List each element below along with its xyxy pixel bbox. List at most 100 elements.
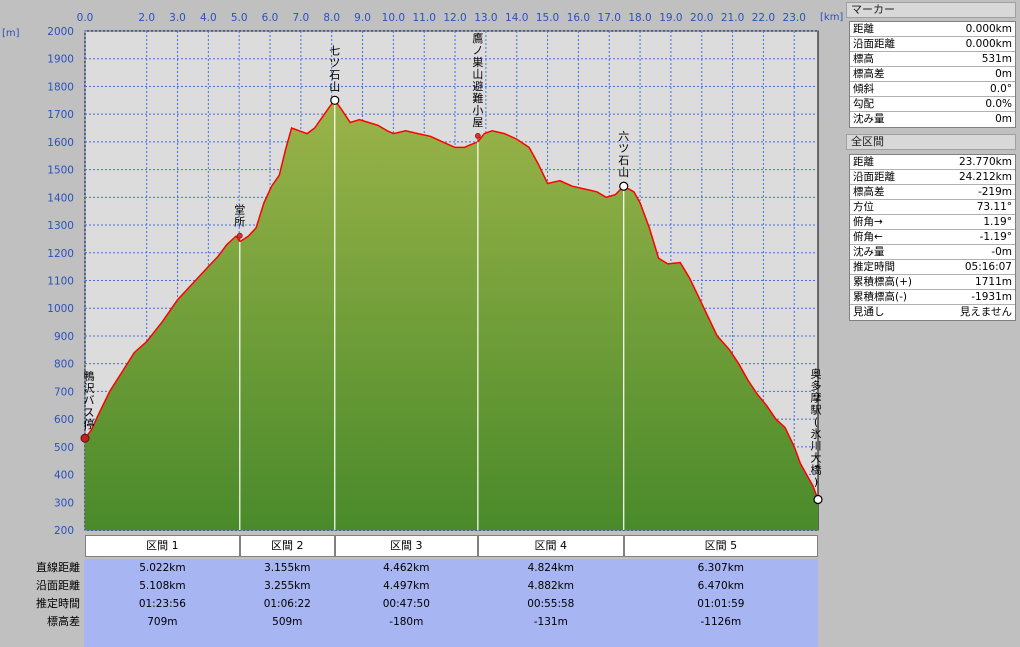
total-info-row: 俯角→ 1.19°: [850, 215, 1015, 230]
waypoint-circle-marker[interactable]: [330, 95, 340, 105]
waypoint-label-char: 山: [329, 80, 340, 93]
x-tick-label: 15.0: [536, 12, 559, 24]
row-label-elev: 標高差: [47, 615, 80, 628]
waypoint-label-char: ): [814, 476, 818, 489]
waypoint-label-char: 橋: [811, 463, 822, 477]
waypoint-label-char: ス: [84, 406, 95, 419]
marker-info-row: 沿面距離 0.000km: [850, 37, 1015, 52]
waypoint-pin-marker[interactable]: [236, 232, 243, 239]
segment-divider-lines: [239, 100, 625, 530]
y-tick-label: 1900: [47, 54, 74, 66]
total-info-value: 23.770km: [958, 156, 1012, 168]
y-tick-label: 200: [54, 525, 74, 535]
total-info-value: 1711m: [975, 276, 1012, 288]
y-tick-label: 1400: [47, 192, 74, 204]
waypoint-label-char: 石: [618, 154, 629, 167]
x-tick-label: 19.0: [659, 12, 682, 24]
waypoint-label-char: 六: [618, 130, 629, 143]
segment-1-straight: 5.022km: [139, 562, 186, 574]
waypoint-circle-marker[interactable]: [813, 494, 823, 505]
total-info-row: 累積標高(-) -1931m: [850, 290, 1015, 305]
segment-4-straight: 4.824km: [527, 562, 574, 574]
x-unit-label: [km]: [820, 12, 843, 23]
y-tick-label: 1100: [47, 276, 74, 288]
marker-info-row: 傾斜 0.0°: [850, 82, 1015, 97]
x-tick-label: 9.0: [354, 12, 371, 24]
segment-header-2[interactable]: 区間 2: [239, 535, 335, 557]
x-tick-label: 5.0: [231, 12, 248, 24]
total-info-value: 73.11°: [976, 201, 1012, 213]
total-info-value: 05:16:07: [964, 261, 1012, 273]
total-info-row: 見通し 見えません: [850, 305, 1015, 320]
waypoint-label-char: 山: [618, 166, 629, 179]
segment-5-elev: -1126m: [700, 616, 742, 628]
segment-header-5[interactable]: 区間 5: [623, 535, 818, 557]
elevation-area: [85, 100, 818, 531]
x-axis-ticks: 0.0 2.0 3.0 4.0 5.0 6.0 7.0 8.0 9.0 10.0 11.0 12.0 1…: [77, 12, 806, 24]
waypoint-label-char: ツ: [329, 56, 340, 69]
y-unit-label: [m]: [2, 28, 20, 39]
total-info-label: 見通し: [853, 306, 885, 318]
y-axis-ticks: 200 300 400 500 600 700 800 900 1000 1100 1200 1300…: [47, 26, 74, 535]
waypoint-label-char: 川: [811, 440, 822, 453]
marker-info-value: 0.0°: [990, 83, 1012, 95]
x-tick-label: 22.0: [752, 12, 775, 24]
waypoint-label-char: 難: [472, 92, 483, 105]
marker-panel-title: マーカー: [846, 2, 1016, 18]
marker-info-value: 0.0%: [985, 98, 1012, 110]
marker-info-label: 勾配: [853, 98, 874, 110]
marker-info-row: 標高差 0m: [850, 67, 1015, 82]
x-tick-label: 7.0: [293, 12, 310, 24]
total-info-label: 推定時間: [853, 261, 895, 273]
waypoint-label-char: (: [814, 416, 818, 429]
segment-2-straight: 3.155km: [264, 562, 311, 574]
waypoint-label-char: 避: [472, 79, 483, 93]
x-tick-label: 8.0: [323, 12, 340, 24]
segment-1-time: 01:23:56: [138, 598, 186, 610]
waypoint-label-char: 氷: [811, 428, 822, 441]
marker-info-value: 0m: [995, 113, 1012, 125]
marker-info-label: 距離: [853, 23, 874, 35]
y-tick-label: 300: [54, 497, 74, 509]
total-info-row: 方位 73.11°: [850, 200, 1015, 215]
x-tick-label: 18.0: [628, 12, 651, 24]
total-info-row: 沿面距離 24.212km: [850, 170, 1015, 185]
segment-header-4[interactable]: 区間 4: [477, 535, 624, 557]
y-tick-label: 800: [54, 359, 74, 371]
x-tick-label: 10.0: [382, 12, 405, 24]
segment-table: 区間 1 区間 2 区間 3 区間 4 区間 5 直線距離 沿面距離 推定時間 標高差 …: [0, 535, 843, 647]
total-info-row: 標高差 -219m: [850, 185, 1015, 200]
waypoint-2[interactable]: 堂所: [234, 204, 245, 242]
total-info-row: 距離 23.770km: [850, 155, 1015, 170]
waypoint-pin-marker[interactable]: [474, 132, 481, 139]
segment-1-elev: 709m: [147, 616, 178, 628]
total-info-row: 沈み量 -0m: [850, 245, 1015, 260]
marker-info-label: 傾斜: [853, 83, 874, 95]
elevation-profile-chart[interactable]: 0.0 2.0 3.0 4.0 5.0 6.0 7.0 8.0 9.0 10.0 11.0 12.0 1…: [0, 0, 843, 535]
waypoint-label-char: 巣: [472, 56, 483, 69]
x-tick-label: 2.0: [138, 12, 155, 24]
y-tick-label: 2000: [47, 26, 74, 38]
total-info-value: -1931m: [971, 291, 1012, 303]
segment-1-surface: 5.108km: [139, 580, 186, 592]
segment-3-straight: 4.462km: [383, 562, 430, 574]
segment-3-elev: -180m: [389, 616, 424, 628]
marker-info-row: 標高 531m: [850, 52, 1015, 67]
waypoint-circle-marker[interactable]: [619, 181, 629, 191]
total-info-label: 累積標高(-): [853, 291, 907, 303]
segment-header-1[interactable]: 区間 1: [85, 535, 240, 557]
segment-header-3[interactable]: 区間 3: [334, 535, 478, 557]
total-info-label: 距離: [853, 156, 874, 168]
y-tick-label: 600: [54, 414, 74, 426]
total-info-value: -219m: [977, 186, 1012, 198]
waypoint-start-marker[interactable]: [80, 433, 90, 443]
